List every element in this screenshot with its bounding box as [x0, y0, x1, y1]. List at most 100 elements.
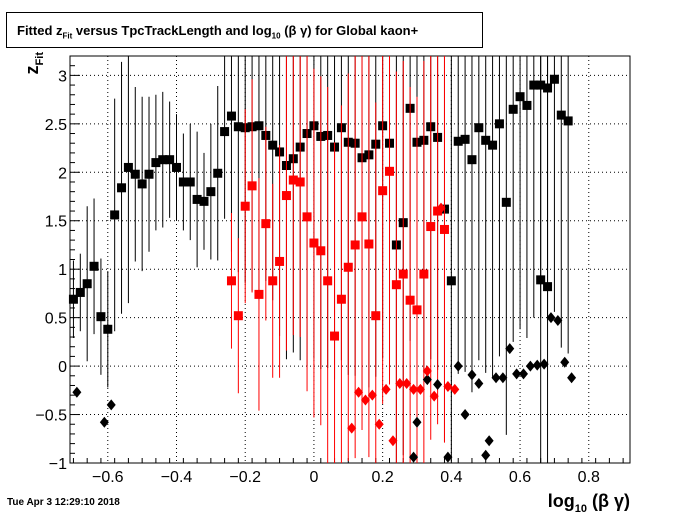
data-point-diamond	[532, 359, 542, 371]
data-point-square	[281, 191, 291, 201]
footer-timestamp: Tue Apr 3 12:29:10 2018	[7, 497, 120, 508]
data-point-square	[419, 269, 429, 279]
data-point-square	[316, 246, 326, 256]
data-point-square	[556, 110, 566, 120]
y-tick-label: 2	[58, 165, 67, 182]
data-point-square	[385, 166, 395, 176]
data-point-diamond	[412, 416, 422, 428]
data-point-square	[364, 239, 374, 249]
data-point-diamond	[402, 378, 412, 390]
chart-title: Fitted zFit versus TpcTrackLength and lo…	[17, 23, 418, 41]
data-point-diamond	[460, 409, 470, 421]
data-point-square	[302, 212, 312, 222]
data-point-square	[206, 187, 216, 197]
data-point-square	[130, 169, 140, 179]
data-point-square	[144, 169, 154, 179]
data-point-square	[275, 256, 285, 266]
data-point-square	[426, 222, 436, 232]
data-point-square	[453, 136, 463, 146]
data-point-square	[501, 197, 511, 207]
data-point-diamond	[381, 383, 391, 395]
data-point-diamond	[560, 356, 570, 368]
data-point-diamond	[347, 422, 357, 434]
data-point-diamond	[388, 435, 398, 447]
data-point-square	[357, 212, 367, 222]
data-point-diamond	[409, 451, 419, 463]
data-point-diamond	[415, 383, 425, 395]
data-point-square	[268, 140, 278, 150]
data-point-square	[103, 324, 113, 334]
data-point-square	[336, 294, 346, 304]
y-axis-label: zFit	[22, 52, 46, 75]
x-tick-label: −0.2	[229, 469, 261, 486]
data-point-square	[295, 177, 305, 187]
data-point-square	[185, 177, 195, 187]
data-point-square	[515, 92, 525, 102]
data-point-diamond	[498, 372, 508, 384]
data-point-square	[543, 282, 553, 292]
data-point-square	[460, 134, 470, 144]
data-point-square	[123, 162, 133, 172]
x-tick-label: 0	[309, 469, 318, 486]
data-point-square	[350, 240, 360, 250]
data-point-square	[226, 276, 236, 286]
data-point-diamond	[433, 379, 443, 391]
data-point-diamond	[367, 389, 377, 401]
y-tick-label: 0	[58, 359, 67, 376]
y-tick-label: 3	[58, 68, 67, 85]
data-point-square	[474, 123, 484, 133]
data-point-diamond	[481, 449, 491, 461]
data-point-square	[494, 119, 504, 129]
x-tick-label: −0.6	[92, 469, 124, 486]
data-point-diamond	[539, 358, 549, 370]
title-prefix-sub: Fit	[62, 31, 73, 41]
data-point-square	[172, 162, 182, 172]
data-point-square	[323, 276, 333, 286]
data-point-square	[261, 219, 271, 229]
data-point-square	[391, 280, 401, 290]
data-point-diamond	[106, 399, 116, 411]
data-point-square	[151, 158, 161, 168]
y-tick-label: 2.5	[45, 117, 67, 134]
data-point-diamond	[99, 416, 109, 428]
data-point-diamond	[443, 380, 453, 392]
data-point-diamond	[453, 360, 463, 372]
data-point-diamond	[567, 372, 577, 384]
data-point-square	[247, 181, 257, 191]
data-point-square	[343, 262, 353, 272]
data-point-square	[68, 294, 78, 304]
data-point-square	[110, 210, 120, 220]
data-point-square	[96, 312, 106, 322]
data-point-square	[137, 179, 147, 189]
data-point-square	[467, 155, 477, 165]
data-point-square	[220, 127, 230, 137]
data-point-diamond	[409, 383, 419, 395]
title-prefix: Fitted z	[17, 23, 63, 38]
data-point-square	[268, 276, 278, 286]
data-point-square	[398, 269, 408, 279]
data-point-square	[522, 100, 532, 110]
data-point-square	[89, 261, 99, 271]
data-point-square	[309, 238, 319, 248]
data-point-square	[213, 168, 223, 178]
data-point-square	[199, 196, 209, 206]
data-point-square	[549, 74, 559, 84]
data-point-square	[446, 276, 456, 286]
x-tick-label: 0.2	[372, 469, 394, 486]
data-point-square	[288, 175, 298, 185]
data-point-square	[178, 177, 188, 187]
y-tick-label: 1.5	[45, 214, 67, 231]
y-tick-label: 1	[58, 262, 67, 279]
y-tick-label: −1	[49, 456, 67, 473]
data-point-diamond	[518, 368, 528, 380]
data-point-square	[433, 206, 443, 216]
plot-frame	[69, 55, 631, 464]
data-point-square	[226, 111, 236, 121]
data-point-square	[378, 186, 388, 196]
data-point-square	[536, 275, 546, 285]
data-point-square	[508, 104, 518, 114]
data-point-square	[233, 122, 243, 132]
data-point-diamond	[525, 360, 535, 372]
data-point-diamond	[354, 386, 364, 398]
